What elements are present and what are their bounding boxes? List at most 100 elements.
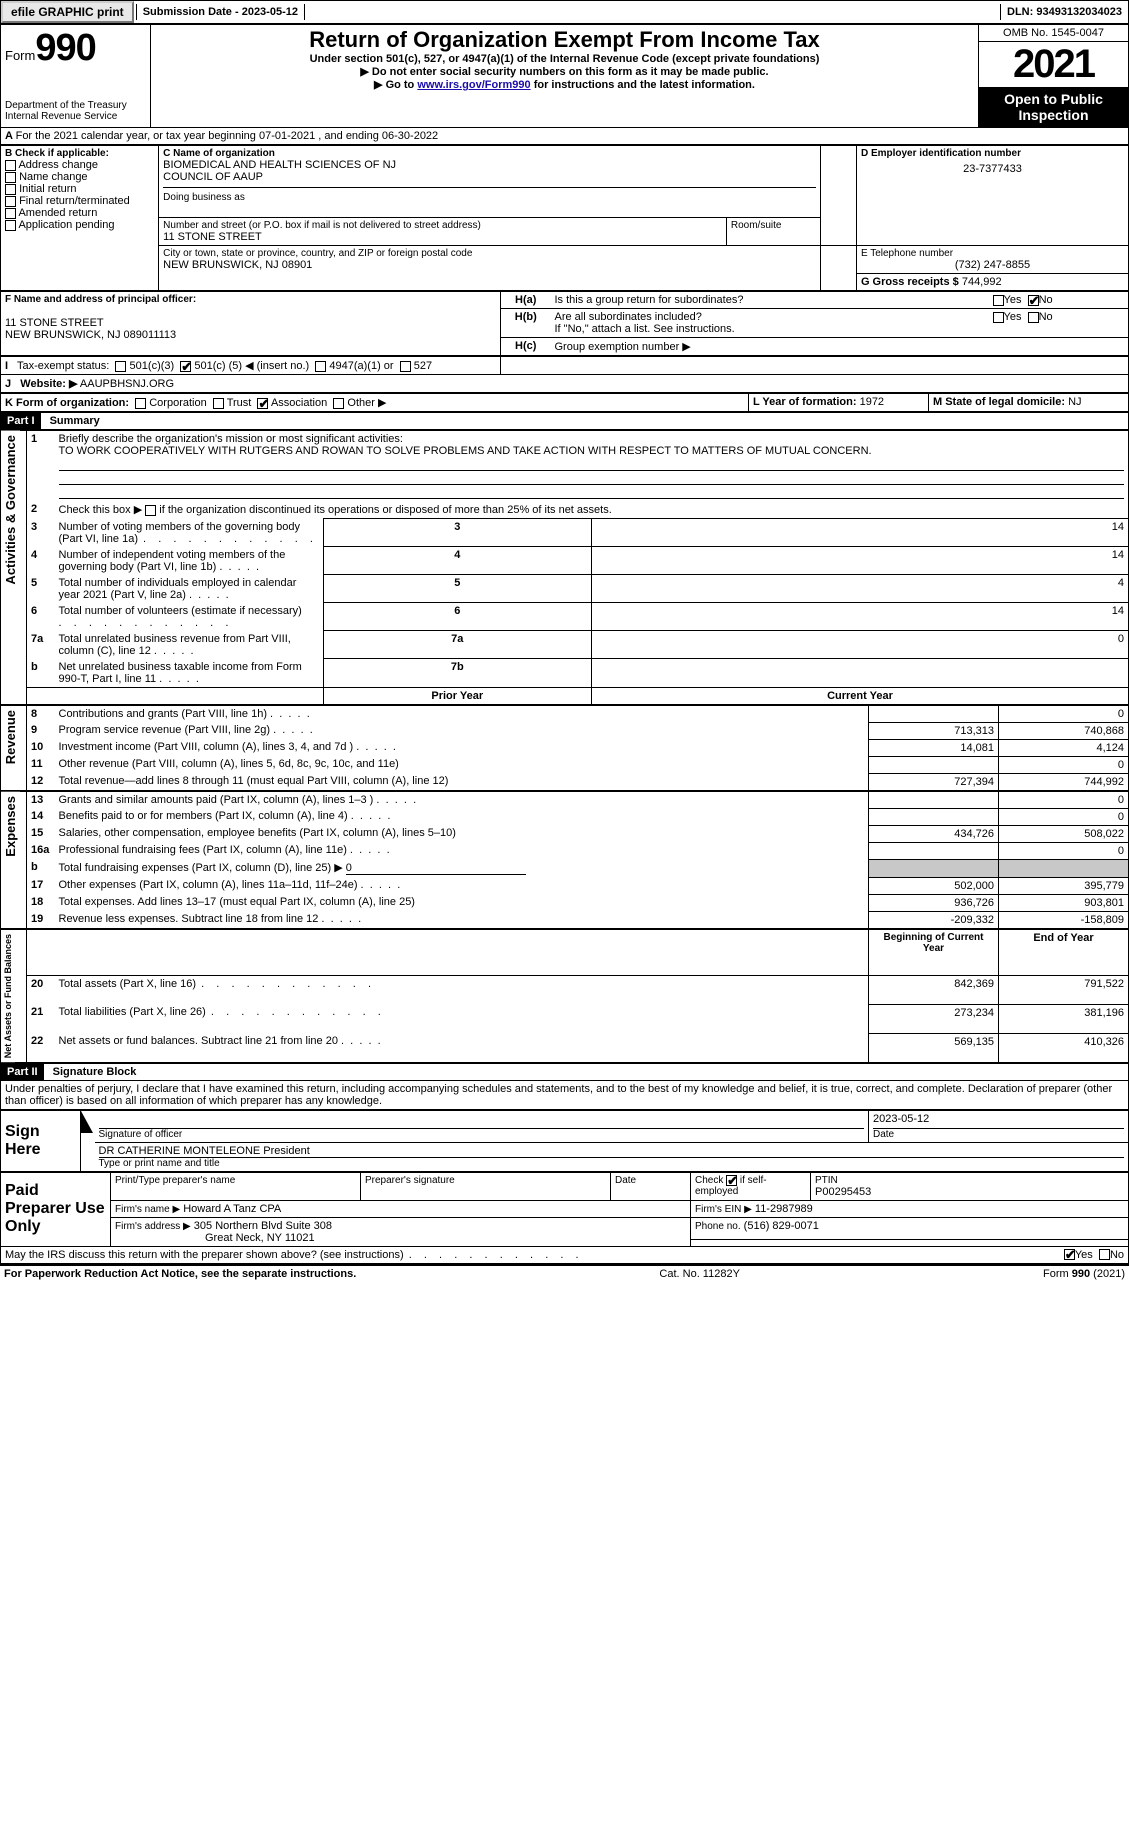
line21-begin: 273,234: [869, 1004, 999, 1033]
line21-end: 381,196: [999, 1004, 1129, 1033]
line15-label: Salaries, other compensation, employee b…: [59, 827, 456, 839]
hb-no-checkbox[interactable]: [1028, 312, 1039, 323]
line14-num: 14: [27, 808, 55, 825]
dln-label: DLN: 93493132034023: [1000, 4, 1128, 20]
line17-num: 17: [27, 877, 55, 894]
tax-exempt-row: I Tax-exempt status: 501(c)(3) 501(c) (5…: [0, 356, 1129, 375]
section-i-label: Tax-exempt status:: [17, 360, 109, 372]
section-l-label: L Year of formation:: [753, 396, 857, 408]
line5-box: 5: [323, 575, 592, 603]
501c3-checkbox[interactable]: [115, 361, 126, 372]
perjury-statement: Under penalties of perjury, I declare th…: [0, 1081, 1129, 1110]
corp-checkbox[interactable]: [135, 398, 146, 409]
line20-label: Total assets (Part X, line 16): [59, 978, 374, 990]
hb-note: If "No," attach a list. See instructions…: [555, 323, 985, 335]
irs-link[interactable]: www.irs.gov/Form990: [417, 79, 530, 91]
501c-checkbox[interactable]: [180, 361, 191, 372]
discuss-no-checkbox[interactable]: [1099, 1249, 1110, 1260]
line1-label: Briefly describe the organization's miss…: [59, 433, 403, 445]
line13-prior: [869, 791, 999, 808]
part1-header: Part I: [1, 413, 41, 429]
form-word: Form: [5, 48, 35, 63]
ha-no-label: No: [1039, 294, 1053, 306]
discuss-yes-checkbox[interactable]: [1064, 1249, 1075, 1260]
line16b-val: 0: [346, 862, 526, 875]
line1-num: 1: [27, 431, 55, 502]
line3-val: 14: [592, 519, 1129, 547]
trust-checkbox[interactable]: [213, 398, 224, 409]
line17-label: Other expenses (Part IX, column (A), lin…: [59, 879, 401, 891]
instr-suffix: for instructions and the latest informat…: [534, 79, 755, 91]
line8-num: 8: [27, 705, 55, 722]
ha-question: Is this a group return for subordinates?: [551, 292, 989, 309]
name-change-checkbox[interactable]: [5, 172, 16, 183]
discontinued-checkbox[interactable]: [145, 505, 156, 516]
section-d-label: D Employer identification number: [861, 148, 1124, 159]
line4-val: 14: [592, 547, 1129, 575]
part1-netassets: Net Assets or Fund Balances Beginning of…: [0, 929, 1129, 1063]
address-change-label: Address change: [18, 159, 98, 171]
dba-label: Doing business as: [163, 192, 816, 203]
line18-current: 903,801: [999, 894, 1129, 911]
line16a-num: 16a: [27, 842, 55, 859]
line15-num: 15: [27, 825, 55, 842]
form-page-label: Form 990 (2021): [1043, 1268, 1125, 1280]
address-change-checkbox[interactable]: [5, 160, 16, 171]
open-to-public: Open to Public Inspection: [979, 87, 1128, 127]
firm-name-label: Firm's name ▶: [115, 1204, 180, 1215]
line19-label: Revenue less expenses. Subtract line 18 …: [59, 913, 362, 925]
final-return-label: Final return/terminated: [19, 195, 130, 207]
self-employed-checkbox[interactable]: [726, 1175, 737, 1186]
city-label: City or town, state or province, country…: [163, 248, 816, 259]
line19-prior: -209,332: [869, 911, 999, 928]
4947-label: 4947(a)(1) or: [329, 360, 393, 372]
instr-goto: Go to www.irs.gov/Form990 for instructio…: [155, 78, 974, 91]
tax-year: 2021: [979, 42, 1128, 87]
hc-label: H(c): [501, 338, 551, 356]
omb-number: OMB No. 1545-0047: [979, 25, 1128, 42]
discuss-label: May the IRS discuss this return with the…: [5, 1249, 581, 1261]
initial-return-checkbox[interactable]: [5, 184, 16, 195]
vert-netassets: Net Assets or Fund Balances: [1, 930, 15, 1062]
part1-governance: Activities & Governance 1 Briefly descri…: [0, 430, 1129, 705]
line7b-val: [592, 659, 1129, 688]
line3-label: Number of voting members of the governin…: [59, 521, 315, 545]
ha-no-checkbox[interactable]: [1028, 295, 1039, 306]
501c-prefix: 501(c) (: [194, 360, 232, 372]
paid-preparer-label: Paid Preparer Use Only: [5, 1182, 105, 1235]
ptin-value: P00295453: [815, 1186, 1124, 1198]
line18-label: Total expenses. Add lines 13–17 (must eq…: [59, 896, 415, 908]
line4-num: 4: [27, 547, 55, 575]
application-pending-checkbox[interactable]: [5, 220, 16, 231]
section-m-label: M State of legal domicile:: [933, 396, 1065, 408]
sig-date-label: Date: [873, 1129, 1124, 1140]
line12-current: 744,992: [999, 773, 1129, 790]
website-row: J Website: ▶ AAUPBHSNJ.ORG: [0, 375, 1129, 393]
line20-begin: 842,369: [869, 975, 999, 1004]
vert-governance: Activities & Governance: [1, 431, 20, 589]
officer-addr-1: 11 STONE STREET: [5, 317, 496, 329]
ptin-label: PTIN: [815, 1175, 1124, 1186]
line22-end: 410,326: [999, 1033, 1129, 1062]
submission-date: Submission Date - 2023-05-12: [136, 4, 305, 20]
line9-num: 9: [27, 722, 55, 739]
assoc-checkbox[interactable]: [257, 398, 268, 409]
preparer-phone-label: Phone no.: [695, 1221, 741, 1232]
ha-yes-checkbox[interactable]: [993, 295, 1004, 306]
527-checkbox[interactable]: [400, 361, 411, 372]
initial-return-label: Initial return: [19, 183, 76, 195]
pra-notice: For Paperwork Reduction Act Notice, see …: [4, 1268, 356, 1280]
phone-value: (732) 247-8855: [861, 259, 1124, 271]
line4-label: Number of independent voting members of …: [59, 549, 286, 573]
efile-print-button[interactable]: efile GRAPHIC print: [1, 1, 134, 23]
hb-yes-checkbox[interactable]: [993, 312, 1004, 323]
line6-label: Total number of volunteers (estimate if …: [59, 605, 302, 629]
section-g-label: G Gross receipts $: [861, 276, 959, 288]
line19-current: -158,809: [999, 911, 1129, 928]
application-pending-label: Application pending: [18, 219, 114, 231]
final-return-checkbox[interactable]: [5, 196, 16, 207]
instr-prefix: Go to: [386, 79, 418, 91]
4947-checkbox[interactable]: [315, 361, 326, 372]
other-checkbox[interactable]: [333, 398, 344, 409]
amended-return-checkbox[interactable]: [5, 208, 16, 219]
